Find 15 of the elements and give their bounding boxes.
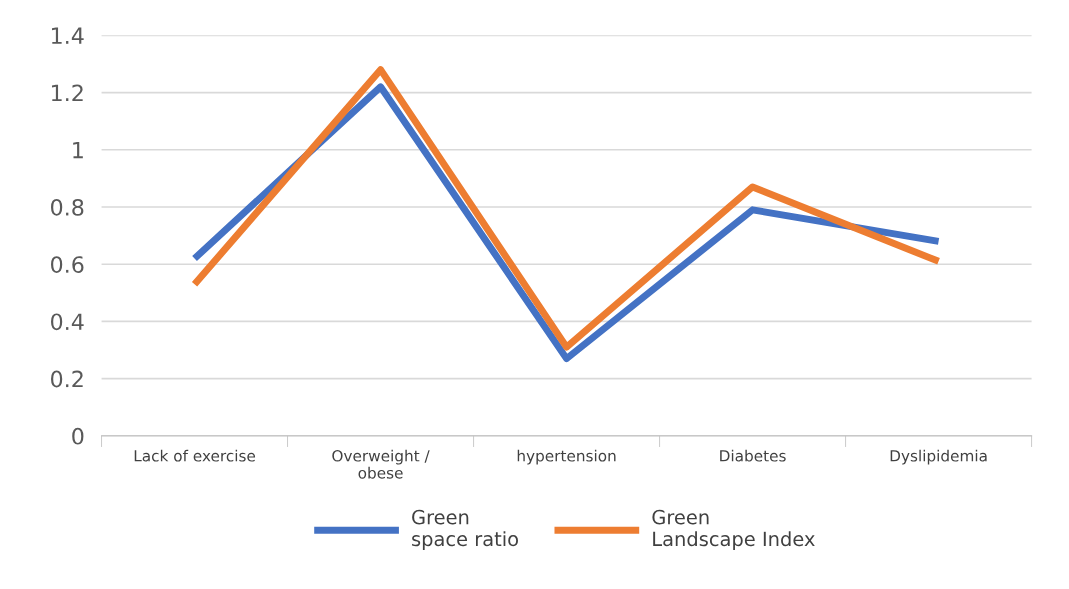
x-tick-label: Lack of exercise <box>134 449 256 462</box>
y-tick-label: 0.6 <box>51 256 84 273</box>
x-tick-label: Overweight / obese <box>332 449 430 479</box>
y-tick-label: 0 <box>72 427 84 445</box>
y-tick-label: 0.2 <box>51 370 83 388</box>
legend-label: Green space ratio <box>412 509 518 551</box>
y-tick-label: 0.4 <box>51 313 84 331</box>
y-tick-label: 1 <box>73 142 83 159</box>
x-tick-label: Diabetes <box>720 449 786 462</box>
y-tick-label: 1.4 <box>51 27 84 44</box>
legend-label: Green Landscape Index <box>652 509 815 551</box>
y-tick-label: 0.8 <box>51 198 84 216</box>
y-tick-label: 1.2 <box>51 84 83 101</box>
x-tick-label: hypertension <box>517 449 616 465</box>
x-tick-label: Dyslipidemia <box>890 449 987 465</box>
